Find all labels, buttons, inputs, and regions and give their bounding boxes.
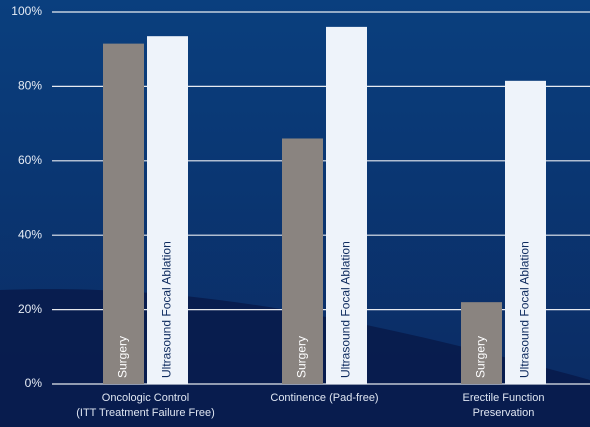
x-tick-label: Continence (Pad-free) [270, 392, 379, 404]
x-tick-label: Oncologic Control (ITT Treatment Failure… [76, 392, 215, 419]
bar [505, 80, 546, 384]
bar [103, 43, 144, 385]
y-tick-label: 0% [25, 376, 43, 390]
bar [282, 138, 323, 384]
y-tick-label: 60% [18, 153, 42, 167]
bar [147, 36, 188, 385]
bar [326, 26, 367, 384]
bar-series-label: Ultrasound Focal Ablation [518, 241, 532, 378]
x-tick-label: Erectile Function Preservation [462, 392, 545, 419]
bar-series-label: Surgery [116, 336, 130, 378]
y-tick-label: 20% [18, 302, 42, 316]
bar-series-label: Surgery [474, 336, 488, 378]
y-tick-label: 40% [18, 227, 42, 241]
bar-series-label: Surgery [295, 336, 309, 378]
bar-series-label: Ultrasound Focal Ablation [160, 241, 174, 378]
y-tick-label: 100% [11, 4, 42, 18]
bar [461, 302, 502, 384]
bar-series-label: Ultrasound Focal Ablation [339, 241, 353, 378]
y-tick-label: 80% [18, 79, 42, 93]
